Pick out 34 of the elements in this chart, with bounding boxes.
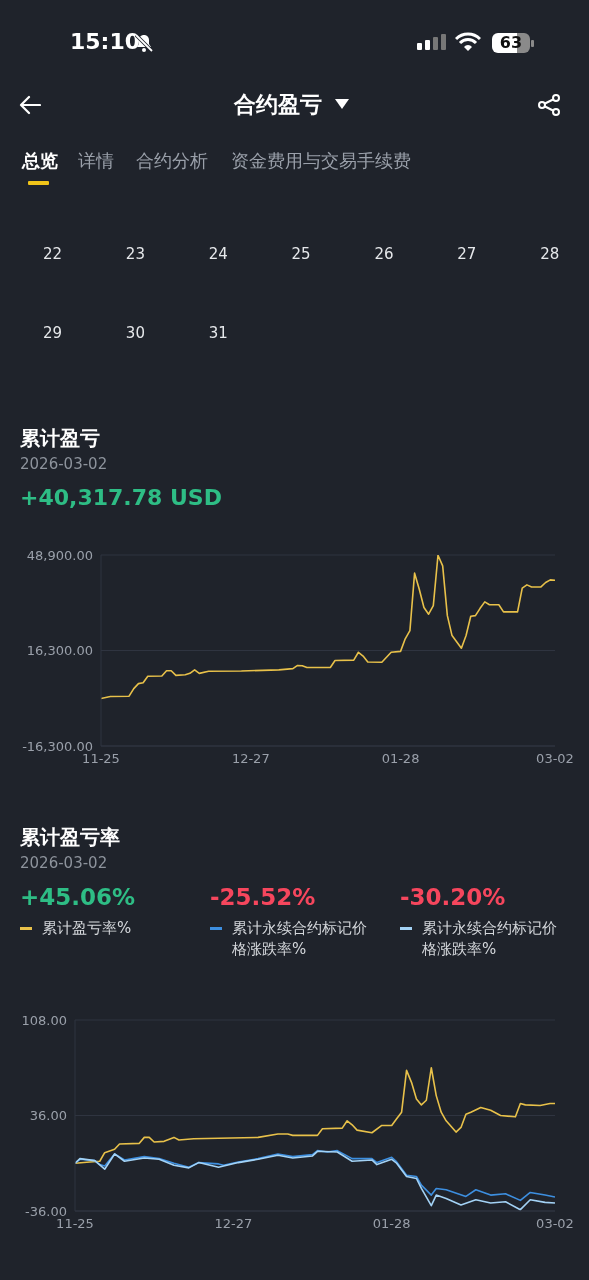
x-tick-label: 03-02	[536, 751, 574, 767]
y-tick-label: -36.00	[25, 1203, 67, 1219]
y-tick-label: 16,300.00	[26, 643, 93, 659]
x-tick-label: 03-02	[536, 1216, 574, 1232]
chart-subtitle: 2026-03-02	[20, 854, 108, 872]
text: 总览	[22, 149, 58, 173]
x-tick-label: 01-28	[372, 1216, 411, 1232]
chart-title: 累计盈亏	[20, 425, 100, 452]
legend-label: 累计永续合约标记价格涨跌率%	[232, 918, 368, 960]
y-tick-label: 108.00	[21, 1012, 67, 1028]
text: -30.20%	[400, 884, 506, 910]
legend-label: 累计永续合约标记价格涨跌率%	[422, 918, 558, 960]
x-tick-label: 12-27	[231, 751, 270, 767]
x-tick-label: 11-25	[82, 751, 120, 767]
y-tick-label: -16,300.00	[22, 738, 93, 754]
text: +45.06%	[20, 884, 136, 910]
y-tick-label: 48,900.00	[26, 547, 93, 563]
line-series	[75, 1066, 555, 1165]
x-tick-label: 12-27	[214, 1216, 253, 1232]
chart-subtitle: 2026-03-02	[20, 455, 108, 473]
text: +40,317.78 USD	[20, 485, 222, 510]
legend-label: 累计盈亏率%	[42, 918, 132, 939]
y-tick-label: 36.00	[29, 1108, 67, 1124]
text: 资金费用与交易手续费	[231, 149, 411, 173]
text: 合约盈亏	[233, 91, 323, 119]
chart-title: 累计盈亏率	[20, 824, 120, 851]
text: 合约分析	[136, 149, 208, 173]
text: 29 30 31	[43, 324, 228, 342]
text: 22 23 24 25 26 27 28	[43, 245, 560, 263]
x-tick-label: 01-28	[381, 751, 420, 767]
x-tick-label: 11-25	[56, 1216, 94, 1232]
text: 详情	[78, 149, 114, 173]
text: -25.52%	[210, 884, 316, 910]
text: 15:10	[70, 29, 141, 54]
